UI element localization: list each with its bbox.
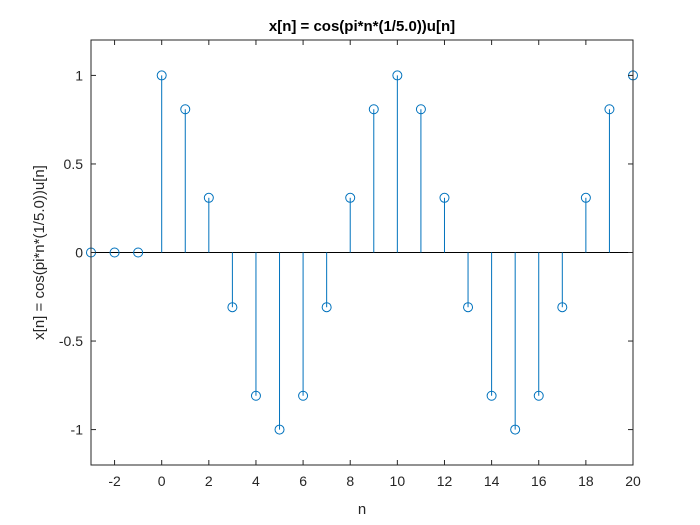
stem-marker [392,70,403,81]
x-tick-label: 18 [578,473,594,489]
stem-marker [345,192,356,203]
x-tick-label: 6 [299,473,307,489]
x-tick-label: 10 [390,473,406,489]
stem-marker [604,104,615,115]
x-tick-label: 12 [437,473,453,489]
stem-marker [274,424,285,435]
y-axis-label: x[n] = cos(pi*n*(1/5.0))u[n] [31,165,48,340]
stem-marker [415,104,426,115]
stem-marker [510,424,521,435]
x-tick-label: 2 [205,473,213,489]
stem-marker [557,302,568,313]
y-tick-label: -0.5 [59,333,83,349]
stem-marker [439,192,450,203]
x-tick-label: 14 [484,473,500,489]
y-tick-label: 1 [75,67,83,83]
x-tick-label: 0 [158,473,166,489]
stem-marker [533,390,544,401]
stem-marker [250,390,261,401]
stem-series [86,70,638,435]
stem-marker [368,104,379,115]
stem-marker [156,70,167,81]
stem-marker [109,247,120,258]
y-axis-ticks: -1 -0.5 0 0.5 1 [59,67,633,438]
y-tick-label: 0 [75,245,83,261]
x-tick-label: 8 [346,473,354,489]
stem-marker [486,390,497,401]
stem-marker [463,302,474,313]
stem-marker [227,302,238,313]
stem-marker [580,192,591,203]
x-tick-label: 4 [252,473,260,489]
stem-marker [203,192,214,203]
x-tick-label: -2 [108,473,121,489]
x-axis-ticks: -2 0 2 4 6 8 10 12 14 16 18 20 [108,40,641,489]
y-tick-label: 0.5 [64,156,84,172]
stem-marker [133,247,144,258]
stem-marker [180,104,191,115]
x-tick-label: 16 [531,473,547,489]
stem-marker [321,302,332,313]
chart-title: x[n] = cos(pi*n*(1/5.0))u[n] [269,18,455,35]
x-axis-label: n [358,501,366,518]
stem-marker [298,390,309,401]
y-tick-label: -1 [71,422,84,438]
x-tick-label: 20 [625,473,641,489]
